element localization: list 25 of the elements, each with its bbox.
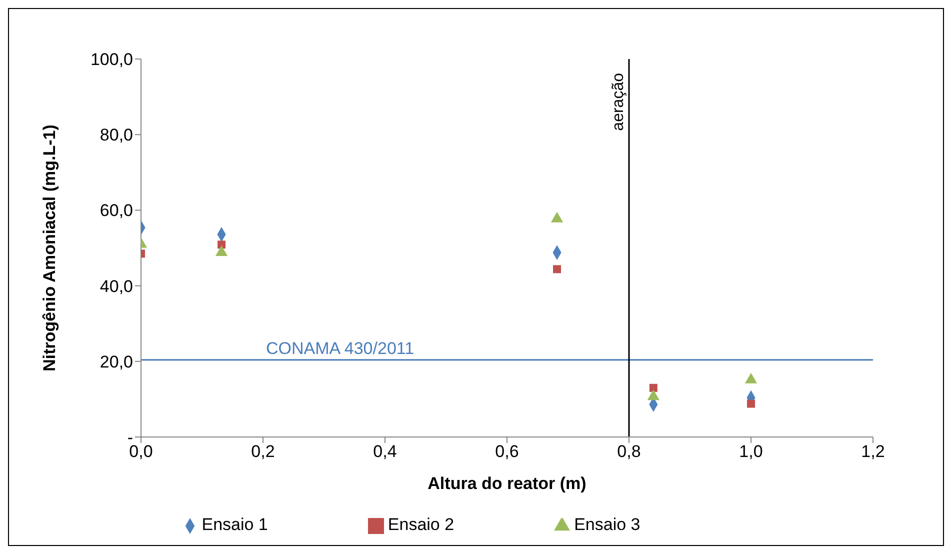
y-axis-title: Nitrogênio Amoniacal (mg.L-1) <box>40 124 60 372</box>
y-tick-label: 60,0 <box>100 201 133 220</box>
y-tick-label: 80,0 <box>100 126 133 145</box>
point <box>649 384 658 392</box>
x-tick-label: 1,2 <box>861 442 885 462</box>
x-tick-label: 0,6 <box>495 442 519 462</box>
x-tick-label: 0,2 <box>251 442 275 462</box>
x-tick-label: 0,0 <box>129 442 153 462</box>
legend-label: Ensaio 2 <box>388 515 454 534</box>
legend-label: Ensaio 1 <box>202 515 268 534</box>
point <box>553 265 562 274</box>
y-tick-label: 20,0 <box>100 352 133 372</box>
legend-label: Ensaio 3 <box>574 515 640 534</box>
point <box>747 400 755 408</box>
x-tick-label: 0,4 <box>373 442 397 462</box>
y-tick-label: 100,0 <box>90 50 133 70</box>
point <box>215 246 228 256</box>
x-axis-title: Altura do reator (m) <box>428 474 586 493</box>
ref-line-label: aeração <box>610 72 627 131</box>
ref-line-label: CONAMA 430/2011 <box>266 338 414 358</box>
y-tick-label: 40,0 <box>100 276 133 296</box>
point <box>647 390 660 400</box>
x-tick-label: 0,8 <box>617 442 641 462</box>
x-tick-label: 1,0 <box>739 442 763 462</box>
point <box>218 240 226 249</box>
